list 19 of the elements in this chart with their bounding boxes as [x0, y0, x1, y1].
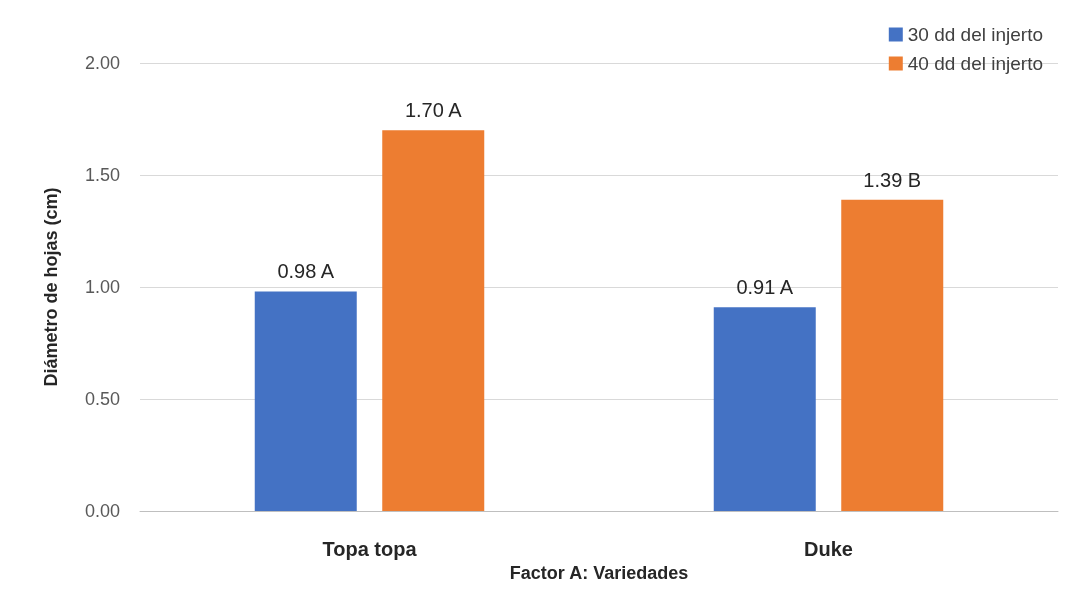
y-axis-title: Diámetro de hojas (cm)	[41, 187, 61, 387]
legend-label: 30 dd del injerto	[907, 24, 1044, 45]
data-label: 1.39 B	[863, 168, 922, 191]
bar	[254, 291, 357, 511]
y-tick-label: 0.00	[84, 501, 120, 521]
data-label: 0.91 A	[736, 276, 794, 299]
x-tick-label: Duke	[804, 538, 853, 560]
data-label: 1.70 A	[404, 99, 463, 122]
x-tick-label: Topa topa	[322, 538, 418, 560]
bar	[713, 307, 816, 511]
legend-label: 40 dd del injerto	[907, 53, 1044, 74]
data-label: 0.98 A	[277, 260, 335, 283]
y-tick-label: 2.00	[84, 53, 120, 73]
bar	[841, 199, 944, 511]
y-tick-label: 1.00	[84, 277, 120, 297]
x-axis-title: Factor A: Variedades	[509, 562, 689, 583]
y-tick-label: 1.50	[84, 165, 120, 185]
y-tick-label: 0.50	[84, 389, 120, 409]
bar	[382, 130, 485, 511]
